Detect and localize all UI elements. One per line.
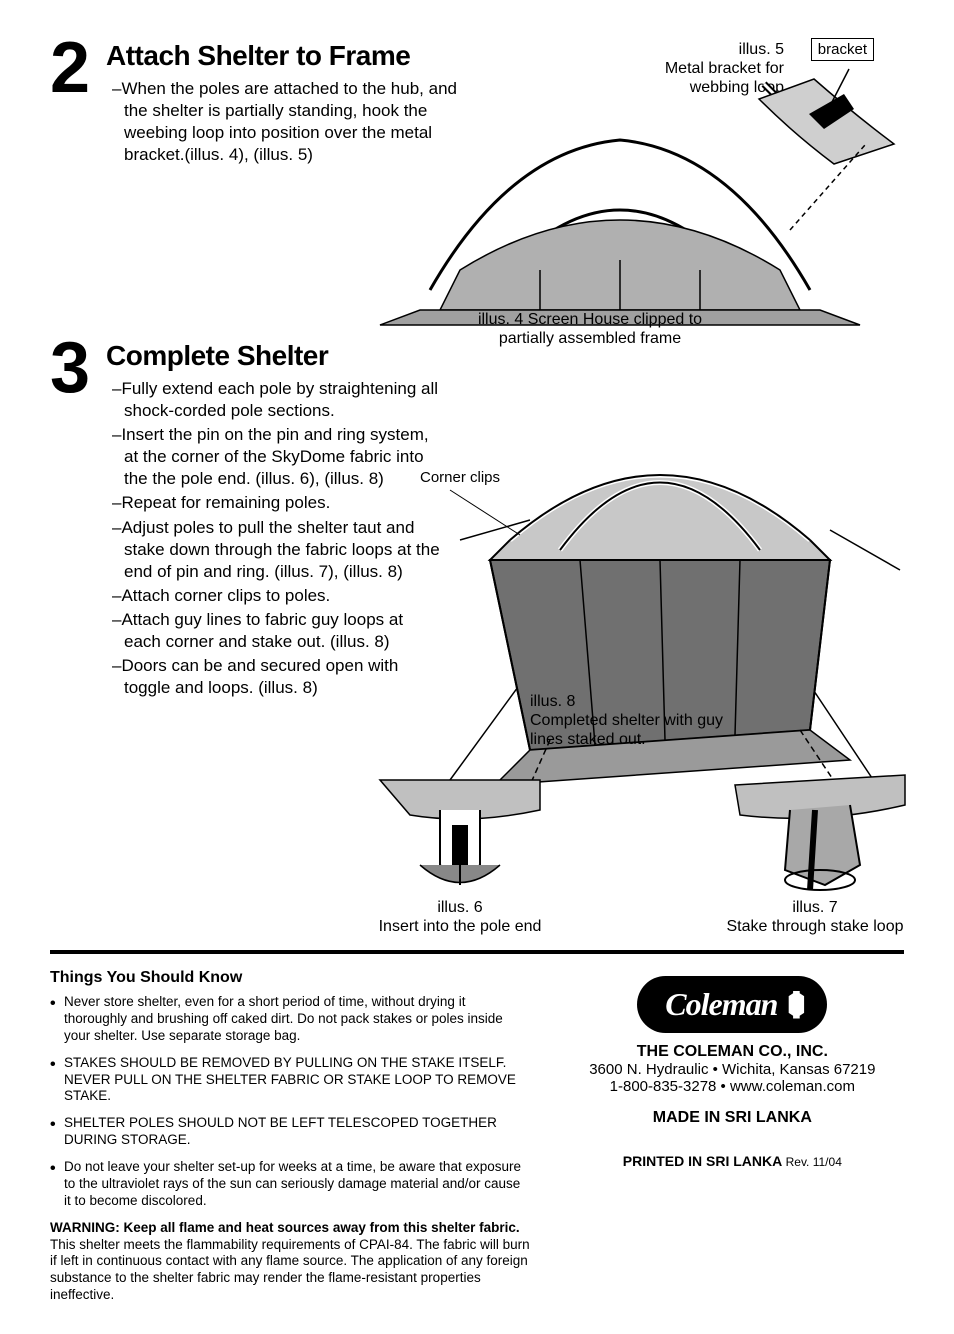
step3-number: 3 [50, 340, 98, 398]
section-step3: 3 Complete Shelter –Fully extend each po… [50, 340, 904, 930]
illus8-caption: illus. 8 Completed shelter with guy line… [530, 692, 740, 750]
tysk-item: SHELTER POLES SHOULD NOT BE LEFT TELESCO… [50, 1115, 531, 1149]
illus4-drawing [360, 110, 880, 340]
tysk-item: STAKES SHOULD BE REMOVED BY PULLING ON T… [50, 1055, 531, 1106]
printed-in: PRINTED IN SRI LANKA Rev. 11/04 [561, 1153, 904, 1169]
warning-title: WARNING: Keep all flame and heat sources… [50, 1220, 520, 1235]
illus7-caption: illus. 7 Stake through stake loop [700, 898, 930, 936]
company-block: Coleman THE COLEMAN CO., INC. 3600 N. Hy… [561, 968, 904, 1304]
step2-title: Attach Shelter to Frame [106, 40, 470, 72]
tysk-item: Do not leave your shelter set-up for wee… [50, 1159, 531, 1210]
warning-body: This shelter meets the flammability requ… [50, 1237, 530, 1303]
step2-number: 2 [50, 40, 98, 98]
company-contact: 1-800-835-3278 • www.coleman.com [561, 1078, 904, 1095]
illus6-drawing [370, 770, 550, 900]
things-you-should-know: Things You Should Know Never store shelt… [50, 968, 531, 1304]
bracket-label-box: bracket [811, 38, 874, 61]
lantern-icon [785, 991, 807, 1019]
footer-section: Things You Should Know Never store shelt… [50, 968, 904, 1304]
tysk-item: Never store shelter, even for a short pe… [50, 994, 531, 1045]
step3-title: Complete Shelter [106, 340, 440, 372]
company-address: 3600 N. Hydraulic • Wichita, Kansas 6721… [561, 1061, 904, 1078]
made-in: MADE IN SRI LANKA [561, 1109, 904, 1127]
tysk-title: Things You Should Know [50, 968, 531, 988]
divider [50, 950, 904, 954]
section-step2: 2 Attach Shelter to Frame –When the pole… [50, 40, 904, 340]
company-name: THE COLEMAN CO., INC. [561, 1043, 904, 1061]
coleman-logo: Coleman [637, 976, 827, 1033]
step3-body: –Fully extend each pole by straightening… [106, 378, 440, 699]
illus6-caption: illus. 6 Insert into the pole end [355, 898, 565, 936]
illus7-drawing [730, 770, 910, 900]
